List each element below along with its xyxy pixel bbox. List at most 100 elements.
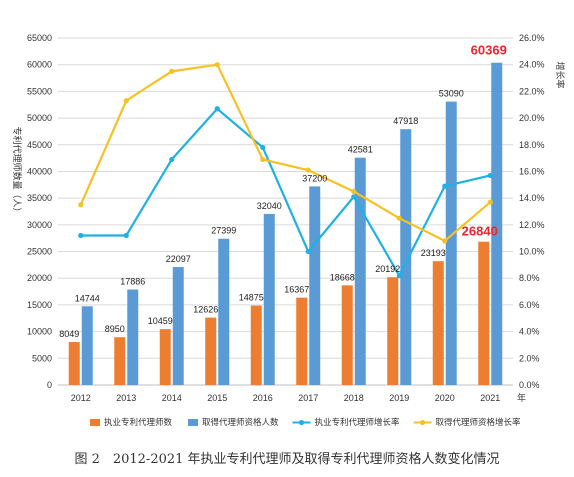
line-point [487, 199, 493, 205]
bar [491, 62, 503, 386]
bar-data-label: 42581 [348, 145, 373, 155]
y-left-tick-label: 60000 [27, 60, 52, 70]
y-right-tick-label: 22.0% [519, 86, 545, 96]
bar-data-label: 16367 [284, 285, 309, 295]
bar [159, 329, 171, 385]
x-tick-label: 2018 [344, 393, 364, 403]
y-left-tick-label: 35000 [27, 193, 52, 203]
bar-data-label: 23193 [421, 248, 446, 258]
line-point [169, 68, 175, 74]
series-line [80, 107, 491, 278]
x-tick-label: 2014 [162, 393, 182, 403]
bar-data-label: 14744 [75, 293, 100, 303]
bar [400, 129, 412, 385]
line-point [442, 183, 448, 189]
y-left-tick-label: 10000 [27, 327, 52, 337]
bar-data-label: 14875 [239, 293, 264, 303]
legend-label: 取得代理师资格人数 [202, 417, 279, 427]
y-right-tick-label: 4.0% [519, 327, 540, 337]
line-point [78, 202, 84, 208]
bar-data-label: 47918 [393, 116, 418, 126]
x-tick-label: 2020 [435, 393, 455, 403]
line-point [169, 156, 175, 163]
y-left-tick-label: 40000 [27, 166, 52, 176]
bar [263, 213, 275, 385]
y-left-tick-label: 20000 [27, 273, 52, 283]
figure-caption: 图 2 2012-2021 年执业专利代理师及取得专利代理师资格人数变化情况 [74, 452, 500, 467]
y-right-tick-label: 10.0% [519, 247, 545, 257]
line-point [442, 238, 448, 244]
bar [296, 297, 308, 385]
line-point [260, 144, 266, 151]
bar [205, 317, 217, 385]
line-point [214, 62, 220, 68]
y-right-tick-label: 16.0% [519, 166, 545, 176]
line-point [305, 167, 311, 173]
bar [218, 238, 230, 385]
bar-data-label: 32040 [257, 201, 282, 211]
y-right-tick-label: 20.0% [519, 113, 545, 123]
bar-data-label: 37200 [302, 173, 327, 183]
y-right-tick-label: 18.0% [519, 140, 545, 150]
bar-data-label: 18668 [330, 272, 355, 282]
bar [81, 306, 93, 385]
y-left-axis-title: 专利代理师数量（人） [12, 126, 23, 216]
bar-data-label: 27399 [211, 226, 236, 236]
line-point [214, 106, 220, 112]
chart-canvas: 0 5000 10000 15000 20000 25000 30000 35000 40000… [12, 33, 566, 427]
legend-label: 取得代理师资格增长率 [436, 417, 522, 427]
y-right-tick-label: 26.0% [519, 33, 545, 43]
line-point [396, 215, 402, 221]
bar [387, 277, 399, 385]
y-left-tick-label: 5000 [32, 353, 52, 363]
y-right-tick-label: 14.0% [519, 193, 545, 203]
bar [354, 157, 366, 385]
legend-swatch [188, 419, 199, 426]
x-tick-label: 2021 [480, 393, 500, 403]
line-point [123, 98, 129, 104]
x-unit-label: 年 [517, 392, 526, 403]
legend-swatch-marker [298, 419, 305, 426]
y-left-tick-label: 30000 [27, 220, 52, 230]
x-tick-label: 2012 [71, 393, 91, 403]
y-left-tick-label: 45000 [27, 140, 52, 150]
y-right-tick-label: 2.0% [519, 353, 540, 363]
bar [172, 267, 184, 385]
legend-label: 执业专利代理师增长率 [315, 417, 401, 427]
y-left-tick-label: 25000 [27, 247, 52, 257]
legend-swatch-marker [419, 419, 426, 426]
line-point [78, 232, 84, 239]
bar [341, 285, 353, 385]
legend-swatch [90, 419, 100, 426]
bar [127, 289, 139, 385]
bar-data-label: 20192 [375, 264, 400, 274]
x-tick-label: 2015 [207, 393, 227, 403]
line-point [487, 172, 493, 179]
legend-label: 执业专利代理师数 [104, 417, 173, 427]
y-right-tick-label: 12.0% [519, 220, 545, 230]
y-right-tick-label: 0.0% [519, 380, 540, 390]
y-right-axis-title: 增长率 [555, 61, 566, 88]
y-left-tick-label: 65000 [27, 33, 52, 43]
x-tick-label: 2019 [389, 393, 409, 403]
bar [432, 261, 444, 385]
bar-data-label: 17886 [120, 277, 145, 287]
bar-data-label: 53090 [439, 89, 464, 99]
line-point [396, 272, 402, 279]
bar-data-label: 60369 [471, 43, 507, 58]
line-point [123, 232, 129, 239]
bar-data-label: 26840 [462, 224, 498, 239]
y-right-tick-label: 8.0% [519, 273, 540, 283]
y-right-tick-label: 6.0% [519, 300, 540, 310]
line-point [260, 156, 266, 163]
bar [309, 186, 321, 385]
x-tick-label: 2017 [298, 393, 318, 403]
series-line [79, 63, 491, 243]
x-tick-label: 2013 [116, 393, 136, 403]
line-point [351, 194, 357, 200]
bar-data-label: 10459 [148, 316, 173, 326]
bar [68, 342, 80, 385]
y-left-tick-label: 55000 [27, 86, 52, 96]
y-left-tick-label: 50000 [27, 113, 52, 123]
y-left-tick-label: 15000 [27, 300, 52, 310]
